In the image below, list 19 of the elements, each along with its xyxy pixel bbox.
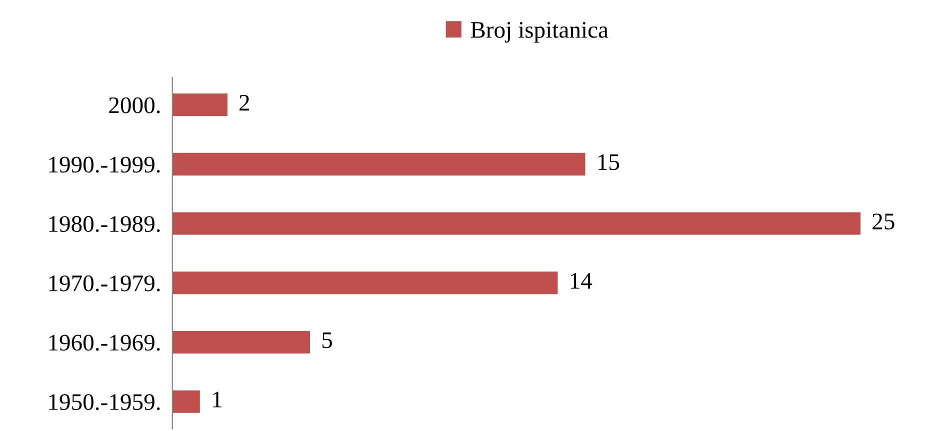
data-label: 15 xyxy=(598,154,620,170)
legend-label: Broj ispitanica xyxy=(470,22,608,43)
y-tick-label: 1960.-1969. xyxy=(49,334,160,351)
bar xyxy=(172,94,228,116)
data-label: 25 xyxy=(872,214,894,230)
data-label: 2 xyxy=(240,94,250,110)
bar xyxy=(172,152,586,176)
bar xyxy=(172,330,310,354)
y-tick-label: 1990.-1999. xyxy=(49,156,160,173)
bar xyxy=(172,390,200,413)
y-tick-label: 1950.-1959. xyxy=(49,394,160,410)
data-label: 1 xyxy=(213,392,222,408)
data-label: 5 xyxy=(322,332,332,348)
bar xyxy=(172,272,558,294)
bar xyxy=(172,212,860,235)
y-tick-label: 2000. xyxy=(109,97,160,114)
y-tick-label: 1970.-1979. xyxy=(49,275,160,292)
data-label: 14 xyxy=(570,272,592,289)
y-tick-label: 1980.-1989. xyxy=(49,216,160,232)
